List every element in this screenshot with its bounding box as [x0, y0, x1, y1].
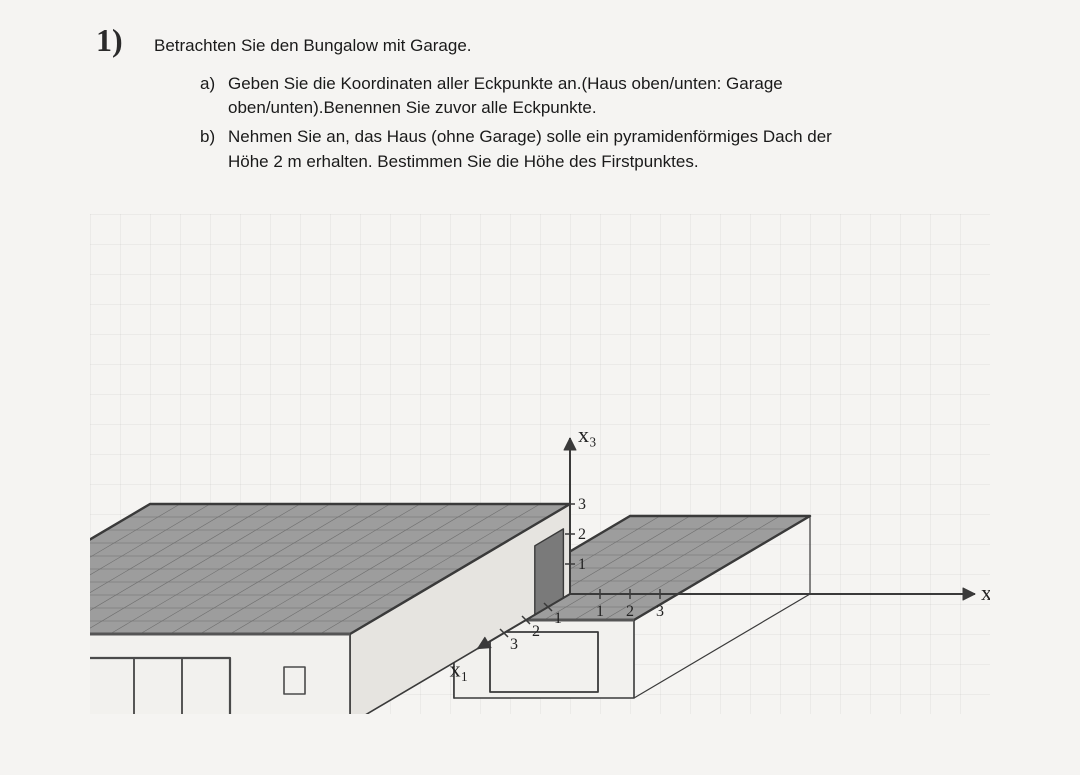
isometric-drawing: x₃x₂x₁123123123 [90, 214, 990, 714]
subpart-text: Nehmen Sie an, das Haus (ohne Garage) so… [228, 125, 868, 174]
subpart-a: a) Geben Sie die Koordinaten aller Eckpu… [200, 72, 990, 121]
svg-text:x₁: x₁ [450, 657, 469, 682]
svg-text:1: 1 [554, 610, 562, 627]
exercise-page: 1) Betrachten Sie den Bungalow mit Garag… [0, 0, 1080, 734]
svg-text:1: 1 [596, 603, 604, 620]
svg-text:2: 2 [578, 526, 586, 543]
svg-text:1: 1 [578, 556, 586, 573]
question-number: 1) [96, 22, 123, 59]
svg-text:3: 3 [656, 603, 664, 620]
svg-text:x₂: x₂ [981, 580, 990, 605]
subpart-label: b) [200, 125, 228, 174]
svg-text:2: 2 [626, 603, 634, 620]
subpart-text: Geben Sie die Koordinaten aller Eckpunkt… [228, 72, 868, 121]
svg-text:3: 3 [578, 496, 586, 513]
question-title: Betrachten Sie den Bungalow mit Garage. [154, 28, 990, 58]
svg-text:3: 3 [510, 636, 518, 653]
svg-text:2: 2 [532, 623, 540, 640]
question-subparts: a) Geben Sie die Koordinaten aller Eckpu… [200, 72, 990, 175]
subpart-label: a) [200, 72, 228, 121]
svg-text:x₃: x₃ [578, 422, 597, 447]
subpart-b: b) Nehmen Sie an, das Haus (ohne Garage)… [200, 125, 990, 174]
figure-3d-bungalow: x₃x₂x₁123123123 [90, 214, 990, 714]
